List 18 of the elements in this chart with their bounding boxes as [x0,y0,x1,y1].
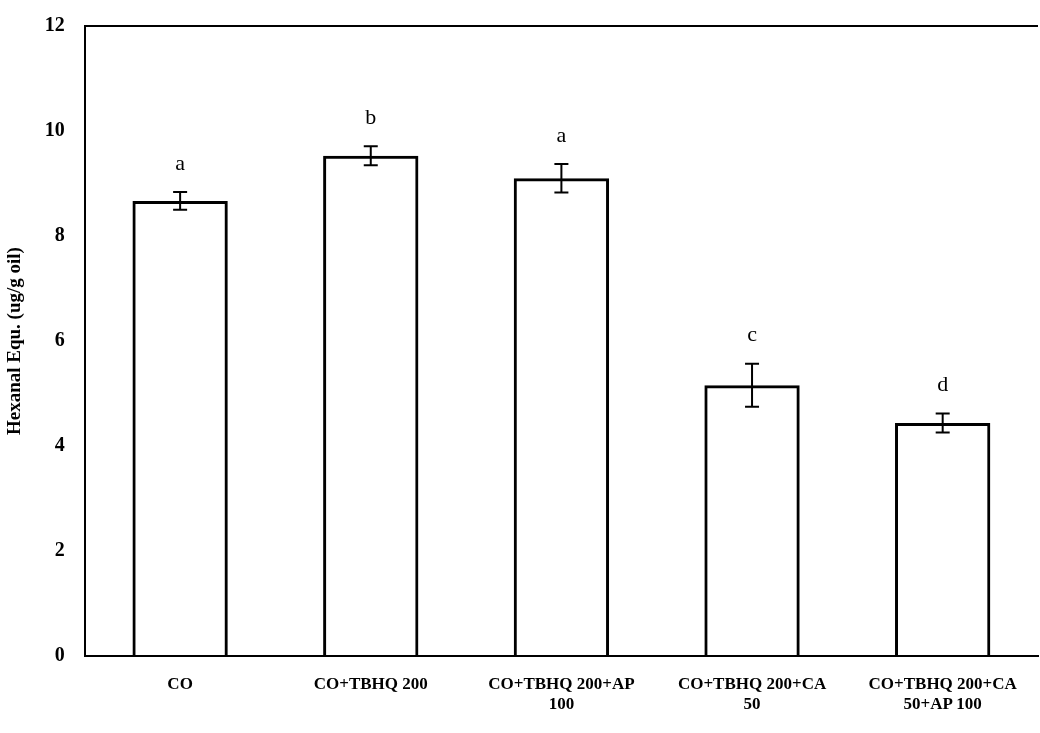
x-tick-label: CO+TBHQ 200+CA 50 [677,673,827,714]
y-tick-label: 2 [54,538,65,561]
y-tick-label: 10 [44,118,65,141]
annotation: a [556,121,567,147]
y-tick-label: 8 [54,223,65,246]
y-tick-label: 12 [44,13,65,36]
y-tick-label: 6 [54,328,65,351]
y-tick-label: 4 [54,433,65,456]
x-tick-label: CO+TBHQ 200+CA 50+AP 100 [868,673,1018,714]
annotation: a [175,149,186,175]
x-tick-label: CO+TBHQ 200 [313,673,428,693]
y-axis-title: Hexanal Equ. (ug/g oil) [3,247,26,436]
x-tick-label: CO [167,673,193,693]
y-tick-label: 0 [54,643,65,666]
x-tick-label: CO+TBHQ 200+AP 100 [488,673,635,714]
annotation: b [365,104,377,130]
annotation: d [937,371,949,397]
annotation: c [747,321,758,347]
